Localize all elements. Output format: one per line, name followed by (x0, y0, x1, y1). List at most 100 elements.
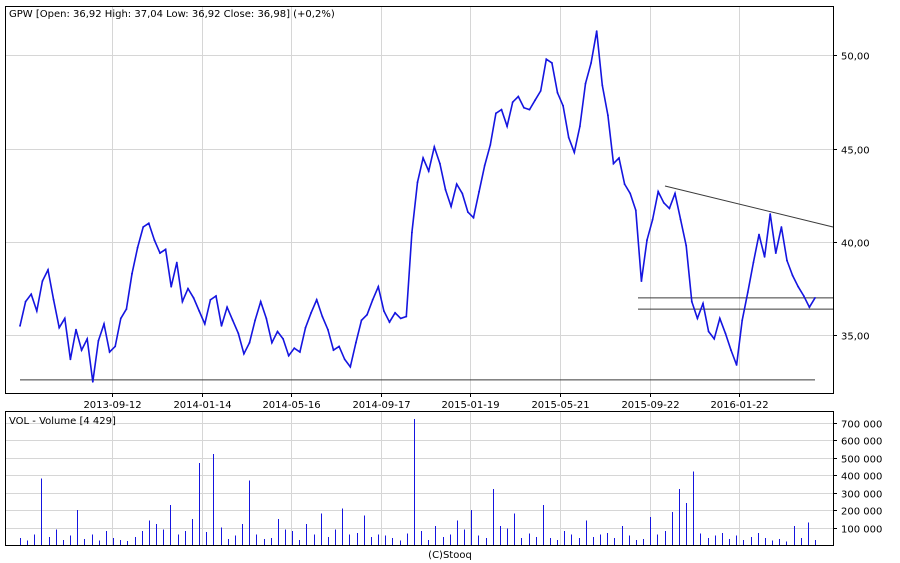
price-point (528, 108, 531, 111)
price-point (607, 114, 609, 117)
price-point (254, 319, 256, 322)
volume-panel-frame (5, 411, 834, 546)
volume-y-tick-label: 400 000 (841, 472, 882, 483)
price-point (114, 345, 117, 348)
price-point (601, 84, 604, 87)
price-point (203, 323, 206, 325)
price-point (69, 358, 72, 361)
price-point (735, 364, 738, 366)
price-point (243, 352, 245, 355)
price-point (769, 213, 772, 215)
price-y-tick-label: 50,00 (841, 52, 870, 63)
date-tick-label: 2015-05-21 (531, 400, 589, 411)
price-point (685, 244, 688, 247)
volume-bars (20, 419, 816, 545)
date-tick-label: 2013-09-12 (83, 400, 141, 411)
price-point (545, 58, 548, 61)
price-point (310, 311, 312, 314)
price-point (674, 192, 676, 195)
price-point (433, 146, 436, 148)
price-point (752, 261, 755, 264)
volume-y-axis: 700 000 600 000 500 000 400 000 300 000 200 0… (833, 420, 882, 536)
price-point (371, 298, 374, 301)
price-point (198, 310, 201, 312)
price-point (595, 30, 598, 33)
price-y-tick-label: 35,00 (841, 332, 870, 343)
price-y-axis: 50,00 45,00 40,00 35,00 (833, 52, 870, 343)
price-point (444, 188, 447, 191)
price-point (696, 317, 699, 320)
price-point (52, 298, 55, 301)
price-point (802, 295, 805, 297)
price-point (159, 252, 161, 255)
price-point (35, 310, 38, 312)
price-point (321, 315, 324, 318)
date-tick-label: 2016-01-22 (710, 400, 768, 411)
price-point (338, 345, 340, 348)
price-point (355, 341, 357, 344)
price-point (47, 269, 49, 271)
price-point (422, 157, 424, 159)
price-point (702, 302, 704, 305)
price-point (192, 297, 195, 299)
price-point (343, 358, 346, 361)
date-axis: 2013-09-12 2014-01-14 2014-05-16 2014-09-17… (83, 393, 769, 411)
price-point (237, 332, 240, 335)
price-point (808, 306, 811, 309)
price-point (495, 112, 497, 115)
price-point (75, 328, 77, 331)
price-point (763, 256, 766, 258)
price-point (248, 341, 251, 344)
price-point (724, 332, 727, 335)
price-point (142, 226, 145, 228)
price-point (646, 239, 648, 242)
price-point (119, 317, 122, 320)
price-point (427, 170, 430, 173)
price-point (539, 90, 542, 92)
price-point (567, 136, 570, 139)
price-point (556, 91, 559, 94)
price-point (215, 295, 217, 297)
price-point (131, 272, 133, 275)
volume-panel: 700 000 600 000 500 000 400 000 300 000 200 0… (5, 411, 882, 546)
price-point (63, 317, 66, 320)
price-point (383, 310, 385, 312)
price-point (786, 259, 788, 262)
price-point (175, 261, 178, 264)
price-point (618, 157, 620, 159)
volume-y-tick-label: 300 000 (841, 490, 882, 501)
price-y-tick-label: 40,00 (841, 239, 870, 250)
price-point (80, 349, 83, 351)
price-point (707, 330, 710, 333)
price-chart-title: GPW [Open: 36,92 High: 37,04 Low: 36,92 … (9, 9, 335, 20)
price-gridlines (6, 7, 833, 393)
price-point (181, 300, 184, 303)
price-point (265, 317, 268, 320)
volume-y-tick-label: 700 000 (841, 420, 882, 431)
price-point (226, 306, 229, 309)
price-point (125, 308, 128, 310)
date-tick-label: 2014-01-14 (173, 400, 231, 411)
price-point (758, 233, 760, 236)
price-point (634, 209, 637, 212)
price-point (209, 298, 212, 301)
date-tick-label: 2014-09-17 (352, 400, 410, 411)
price-point (814, 297, 816, 299)
price-point (136, 246, 139, 249)
price-point (58, 326, 61, 329)
price-point (534, 99, 536, 102)
price-point (523, 106, 525, 109)
price-point (293, 347, 296, 350)
price-point (282, 338, 284, 340)
price-point (579, 125, 581, 128)
price-point (164, 248, 167, 251)
price-point (590, 62, 592, 64)
price-point (483, 164, 486, 167)
price-point (511, 101, 514, 103)
price-point (405, 315, 408, 318)
price-point (287, 354, 290, 357)
price-point (713, 338, 716, 340)
price-point (629, 192, 632, 195)
price-point (679, 218, 682, 221)
